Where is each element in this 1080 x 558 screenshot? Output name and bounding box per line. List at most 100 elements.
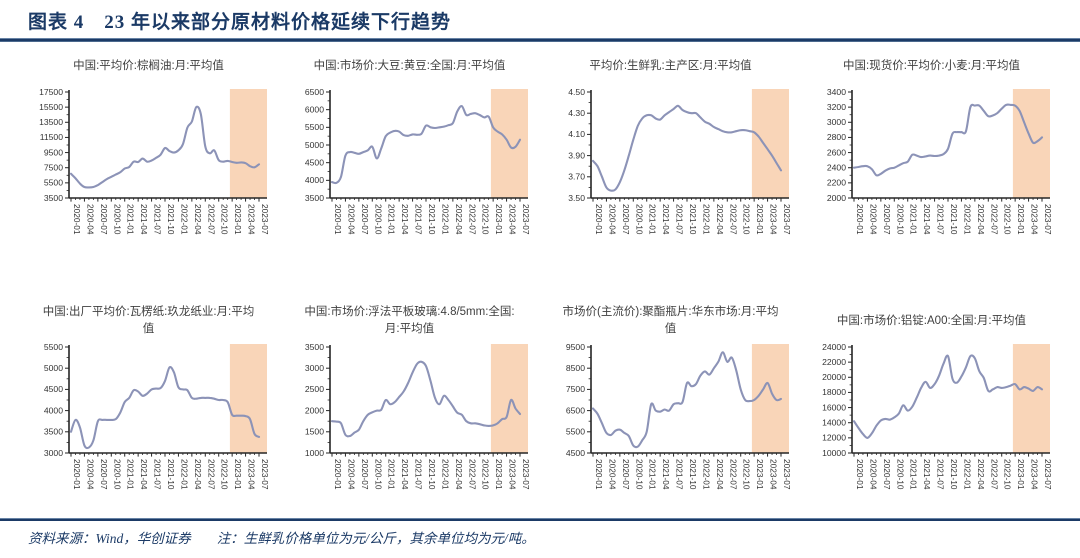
svg-text:2023-04: 2023-04 <box>246 204 256 235</box>
svg-text:2021-10: 2021-10 <box>166 459 176 490</box>
svg-text:2022-10: 2022-10 <box>741 459 751 490</box>
chart-title: 中国:出厂平均价:瓦楞纸:玖龙纸业:月:平均值 <box>42 306 255 335</box>
svg-text:2021-01: 2021-01 <box>908 459 918 490</box>
highlight-band-2023 <box>229 89 267 198</box>
svg-text:2020-07: 2020-07 <box>620 459 630 490</box>
svg-text:17500: 17500 <box>39 87 63 97</box>
svg-text:2022-07: 2022-07 <box>206 204 216 235</box>
chart-cell-wheat: 中国:现货价:平均价:小麦:月:平均值 2000 2200 2400 2600 2800… <box>805 46 1058 261</box>
svg-text:2023-04: 2023-04 <box>1029 459 1039 490</box>
svg-text:2021-04: 2021-04 <box>661 459 671 490</box>
svg-text:5500: 5500 <box>43 178 62 188</box>
svg-text:2021-04: 2021-04 <box>139 204 149 235</box>
svg-text:2021-07: 2021-07 <box>152 204 162 235</box>
chart-title: 中国:市场价:铝锭:A00:全国:月:平均值 <box>836 314 1027 327</box>
svg-text:2021-07: 2021-07 <box>413 459 423 490</box>
svg-text:4500: 4500 <box>43 384 62 394</box>
line-chart: 3000 3500 4000 4500 5000 5500 2020-01 2020-04 20… <box>22 341 275 516</box>
svg-text:14000: 14000 <box>822 418 846 428</box>
svg-text:2021-04: 2021-04 <box>400 204 410 235</box>
svg-text:3000: 3000 <box>43 448 62 458</box>
svg-text:2023-01: 2023-01 <box>1016 459 1026 490</box>
svg-text:2022-01: 2022-01 <box>701 459 711 490</box>
chart-svg: 3500 5500 7500 9500 11500 13500 15500 17500 2020… <box>39 87 270 235</box>
svg-text:2022-04: 2022-04 <box>975 204 985 235</box>
price-series-line <box>852 354 1043 439</box>
svg-text:2020-04: 2020-04 <box>346 204 356 235</box>
svg-text:2022-07: 2022-07 <box>728 204 738 235</box>
svg-text:2020-04: 2020-04 <box>868 459 878 490</box>
note-text: 注：生鲜乳价格单位为元/公斤，其余单位均为元/吨。 <box>216 531 535 546</box>
svg-text:2023-04: 2023-04 <box>246 459 256 490</box>
svg-text:2021-04: 2021-04 <box>922 204 932 235</box>
svg-text:2020-10: 2020-10 <box>634 204 644 235</box>
svg-text:2023-01: 2023-01 <box>755 204 765 235</box>
svg-text:2021-04: 2021-04 <box>922 459 932 490</box>
svg-text:2020-01: 2020-01 <box>333 204 343 235</box>
svg-text:2022-01: 2022-01 <box>962 204 972 235</box>
svg-text:4.50: 4.50 <box>568 87 585 97</box>
svg-text:5500: 5500 <box>43 342 62 352</box>
svg-text:2020-04: 2020-04 <box>346 459 356 490</box>
svg-text:2021-04: 2021-04 <box>139 459 149 490</box>
svg-text:2023-04: 2023-04 <box>768 459 778 490</box>
chart-cell-corrugated-paper: 中国:出厂平均价:瓦楞纸:玖龙纸业:月:平均值 3000 3500 4000 4500… <box>22 301 275 516</box>
svg-text:2023-01: 2023-01 <box>233 204 243 235</box>
svg-text:2020-07: 2020-07 <box>98 459 108 490</box>
svg-text:2021-01: 2021-01 <box>386 204 396 235</box>
svg-text:2020-07: 2020-07 <box>98 204 108 235</box>
svg-text:2021-10: 2021-10 <box>427 459 437 490</box>
svg-text:3.90: 3.90 <box>568 150 585 160</box>
price-series-line <box>69 366 260 450</box>
svg-text:2020-07: 2020-07 <box>881 204 891 235</box>
svg-text:10000: 10000 <box>822 448 846 458</box>
svg-text:2023-04: 2023-04 <box>768 204 778 235</box>
price-series-line <box>330 360 521 438</box>
svg-text:2020-10: 2020-10 <box>895 459 905 490</box>
svg-text:3400: 3400 <box>826 87 845 97</box>
svg-text:2021-10: 2021-10 <box>688 204 698 235</box>
svg-text:16000: 16000 <box>822 402 846 412</box>
svg-text:2020-04: 2020-04 <box>607 204 617 235</box>
svg-text:2020-10: 2020-10 <box>373 459 383 490</box>
svg-text:2022-01: 2022-01 <box>440 459 450 490</box>
svg-text:7500: 7500 <box>43 163 62 173</box>
chart-svg: 10000 12000 14000 16000 18000 20000 22000 24000… <box>822 342 1053 490</box>
svg-text:2022-04: 2022-04 <box>453 204 463 235</box>
svg-text:5500: 5500 <box>304 122 323 132</box>
svg-text:4500: 4500 <box>565 448 584 458</box>
chart-title: 中国:平均价:棕榈油:月:平均值 <box>73 59 224 72</box>
svg-text:2023-07: 2023-07 <box>782 204 792 235</box>
svg-text:2020-01: 2020-01 <box>855 204 865 235</box>
svg-text:2022-10: 2022-10 <box>219 459 229 490</box>
chart-cell-pet-bottle-chip: 市场价(主流价):聚酯瓶片:华东市场:月:平均值 4500 5500 6500 750… <box>544 301 797 516</box>
svg-text:2022-01: 2022-01 <box>701 204 711 235</box>
chart-cell-soybean: 中国:市场价:大豆:黄豆:全国:月:平均值 3500 4000 4500 5000 55… <box>283 46 536 261</box>
svg-text:2020-07: 2020-07 <box>359 459 369 490</box>
svg-text:2020-01: 2020-01 <box>594 459 604 490</box>
svg-text:2022-10: 2022-10 <box>480 204 490 235</box>
svg-text:3500: 3500 <box>304 342 323 352</box>
svg-text:2023-07: 2023-07 <box>260 204 270 235</box>
chart-cell-aluminum-ingot: 中国:市场价:铝锭:A00:全国:月:平均值 10000 12000 14000 16… <box>805 301 1058 516</box>
charts-grid: 中国:平均价:棕榈油:月:平均值 3500 5500 7500 9500 11500 13… <box>22 46 1058 516</box>
svg-text:3500: 3500 <box>304 193 323 203</box>
svg-text:5000: 5000 <box>304 140 323 150</box>
svg-text:2023-07: 2023-07 <box>521 204 531 235</box>
svg-text:2021-04: 2021-04 <box>661 204 671 235</box>
svg-text:2021-10: 2021-10 <box>166 204 176 235</box>
svg-text:3200: 3200 <box>826 102 845 112</box>
svg-text:2600: 2600 <box>826 147 845 157</box>
svg-text:2000: 2000 <box>826 193 845 203</box>
svg-text:3.50: 3.50 <box>568 193 585 203</box>
svg-text:2023-07: 2023-07 <box>1043 459 1053 490</box>
line-chart: 3500 4000 4500 5000 5500 6000 6500 2020-01 2020-… <box>283 86 536 261</box>
svg-text:2023-01: 2023-01 <box>1016 204 1026 235</box>
svg-text:2021-10: 2021-10 <box>427 204 437 235</box>
svg-text:2021-10: 2021-10 <box>949 204 959 235</box>
svg-text:2800: 2800 <box>826 132 845 142</box>
